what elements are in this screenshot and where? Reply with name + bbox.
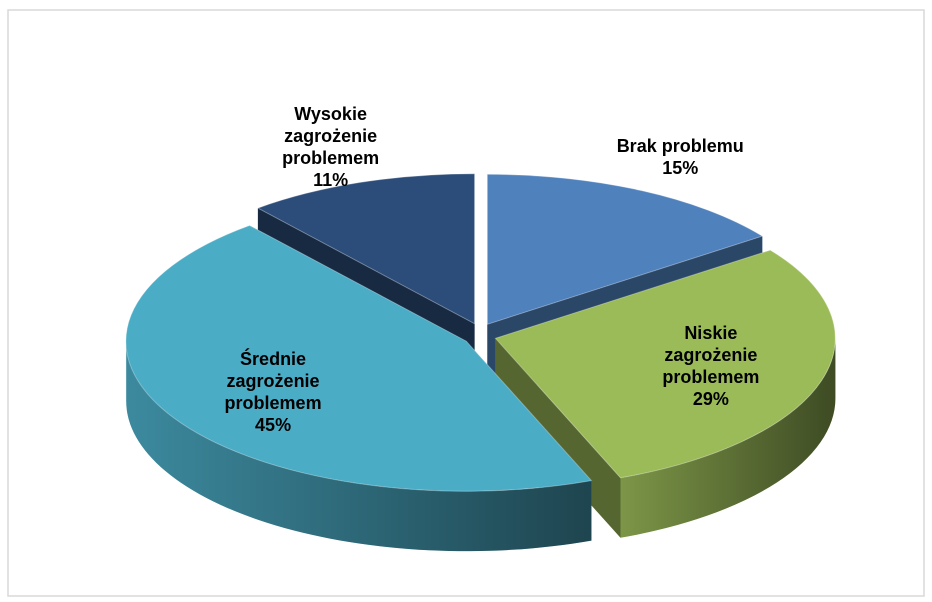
slice <box>256 173 476 325</box>
slice-label: Średnie zagrożenie problemem 45% <box>198 348 348 436</box>
value-label: 11% <box>313 170 349 191</box>
slice-label: Wysokie zagrożenie problemem 11% <box>256 103 406 191</box>
slice-label: Brak problemu 15% <box>605 135 755 179</box>
slice-side-shade <box>126 341 592 552</box>
value-label: 29% <box>692 388 729 409</box>
category-label: Brak problemu <box>616 136 744 157</box>
slice-label: Niskie zagrożenie problemem 29% <box>636 322 786 410</box>
slice <box>494 249 836 479</box>
value-label: 45% <box>255 414 292 435</box>
slice-side-shade <box>620 338 836 538</box>
slice <box>486 173 764 325</box>
category-label: Niskie zagrożenie problemem <box>662 322 760 387</box>
category-label: Wysokie zagrożenie problemem <box>282 104 380 169</box>
value-label: 15% <box>662 158 699 179</box>
slice <box>125 224 593 492</box>
frame <box>7 9 925 597</box>
category-label: Średnie zagrożenie problemem <box>224 348 322 413</box>
